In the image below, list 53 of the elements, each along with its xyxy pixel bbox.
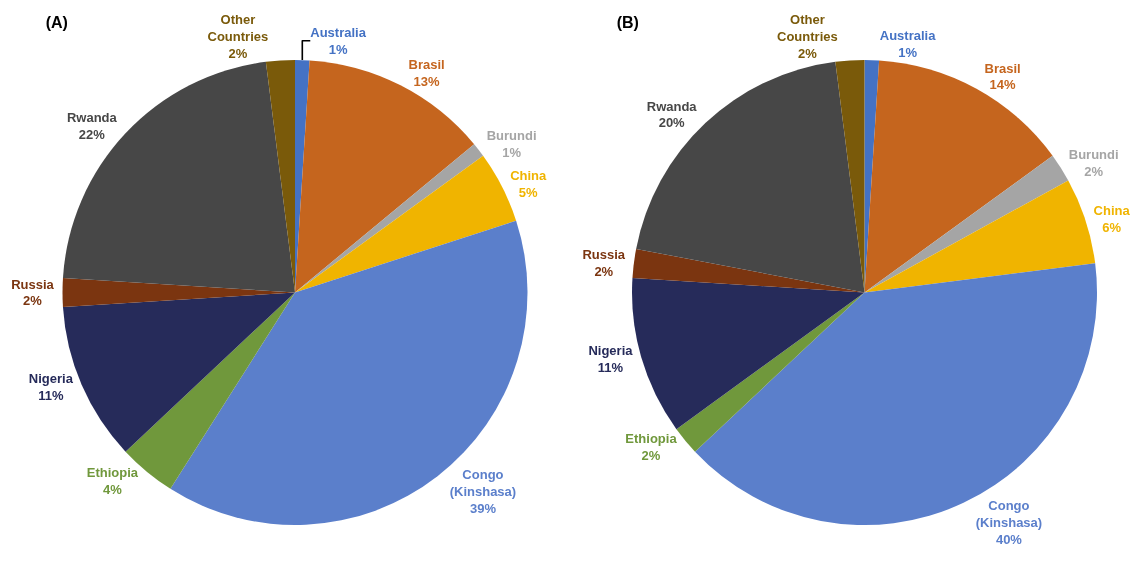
pie-slice bbox=[632, 277, 865, 430]
slice-label: Ethiopia bbox=[86, 465, 139, 481]
data-label: 1% bbox=[898, 45, 918, 61]
slice-label: Other Countries bbox=[207, 11, 269, 44]
slice-label: Brasil bbox=[984, 60, 1021, 76]
slice-label: Burundi bbox=[1068, 147, 1119, 163]
pie-slice bbox=[170, 220, 528, 525]
slice-label: Nigeria bbox=[28, 371, 74, 387]
slice-label: Congo (Kinshasa) bbox=[975, 498, 1043, 531]
slice-label: Nigeria bbox=[588, 342, 634, 358]
slice-label: Rwanda bbox=[66, 109, 118, 125]
chart-title: (A) bbox=[45, 14, 68, 32]
slice-label: Congo (Kinshasa) bbox=[449, 467, 517, 499]
data-label: 4% bbox=[103, 482, 123, 498]
data-label: 13% bbox=[413, 73, 441, 89]
data-label: 5% bbox=[518, 184, 539, 200]
data-label: 22% bbox=[78, 126, 106, 142]
data-label: 20% bbox=[658, 115, 686, 131]
pie-slice bbox=[835, 60, 865, 293]
pie-slice bbox=[295, 60, 475, 293]
data-label: 40% bbox=[995, 532, 1023, 548]
data-label: 2% bbox=[641, 448, 661, 464]
slice-label: Australia bbox=[879, 28, 937, 44]
data-label: 14% bbox=[989, 77, 1016, 93]
data-label: 2% bbox=[594, 264, 614, 280]
slice-label: Russia bbox=[582, 247, 626, 263]
pie-slice bbox=[864, 60, 1053, 293]
slice-label: Russia bbox=[11, 276, 55, 292]
pie-slice bbox=[62, 277, 295, 308]
data-label: 2% bbox=[228, 45, 248, 61]
data-label: 6% bbox=[1102, 220, 1122, 236]
slice-label: China bbox=[510, 167, 548, 183]
slice-label: Rwanda bbox=[646, 98, 698, 114]
data-label: 2% bbox=[23, 293, 43, 309]
slice-label: Brasil bbox=[408, 56, 445, 72]
data-label: 1% bbox=[328, 41, 348, 57]
slice-label: Australia bbox=[310, 24, 367, 40]
chart-title: (B) bbox=[616, 14, 639, 32]
pie-slice bbox=[864, 180, 1096, 293]
data-label: 11% bbox=[597, 359, 624, 375]
data-label: 11% bbox=[38, 388, 64, 404]
pie-slice bbox=[636, 61, 865, 293]
pie-slice bbox=[295, 144, 484, 293]
pie-slice bbox=[864, 155, 1069, 293]
data-label: 39% bbox=[469, 500, 497, 516]
slice-label: Burundi bbox=[486, 128, 537, 144]
slice-label: China bbox=[1093, 203, 1131, 219]
data-label: 2% bbox=[797, 45, 818, 61]
slice-label: Ethiopia bbox=[625, 431, 678, 447]
slice-label: Other Countries bbox=[777, 11, 838, 44]
data-label: 1% bbox=[502, 144, 522, 160]
pie-slice bbox=[62, 61, 295, 293]
data-label: 2% bbox=[1084, 164, 1104, 180]
